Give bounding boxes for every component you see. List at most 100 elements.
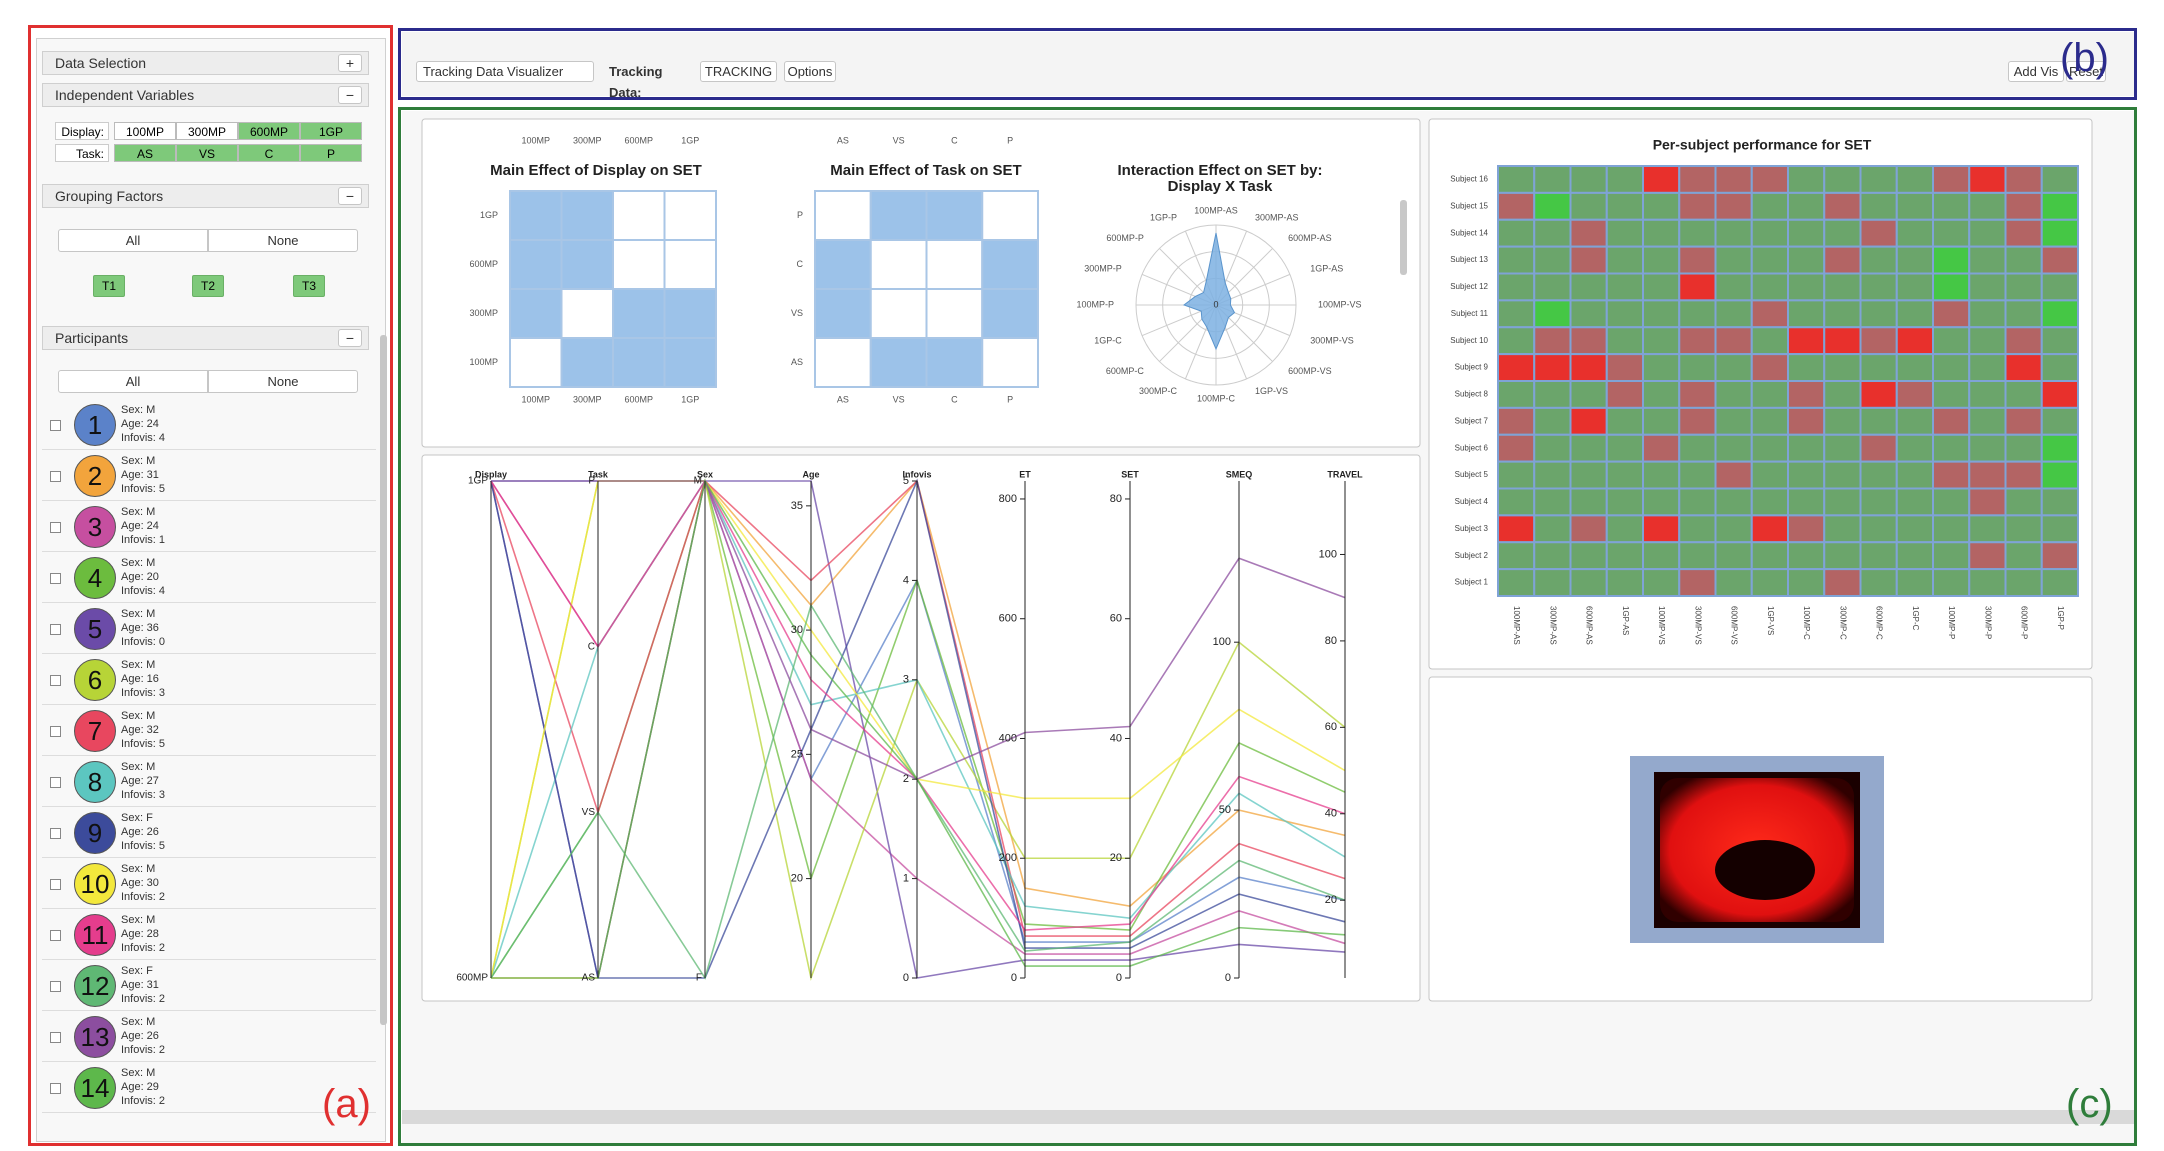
- heat-cell: [1823, 191, 1862, 221]
- panel-scrollbar: [1400, 200, 1407, 275]
- level-toggle[interactable]: 1GP: [300, 122, 362, 140]
- heat-cell: [1823, 568, 1862, 597]
- label-a: (a): [322, 1082, 371, 1126]
- participant-checkbox[interactable]: [50, 522, 61, 533]
- heat-cell: [2004, 487, 2043, 517]
- tracking-select[interactable]: TRACKING: [700, 61, 777, 82]
- select-none[interactable]: None: [208, 370, 358, 393]
- heat-cell: [1787, 514, 1826, 544]
- level-toggle[interactable]: C: [238, 144, 300, 162]
- participant-checkbox[interactable]: [50, 624, 61, 635]
- participant-sex: Sex: M: [121, 863, 156, 875]
- select-all[interactable]: All: [58, 370, 208, 393]
- tick-label: 20: [1110, 852, 1122, 864]
- axis-name: Infovis: [902, 469, 931, 479]
- visualizer-select[interactable]: Tracking Data Visualizer: [416, 61, 594, 82]
- heat-cell: [2040, 299, 2079, 329]
- heat-cell: [1714, 165, 1753, 194]
- toggle-button[interactable]: −: [338, 329, 362, 347]
- level-toggle[interactable]: VS: [176, 144, 238, 162]
- participant-checkbox[interactable]: [50, 675, 61, 686]
- heat-cell: [1750, 406, 1789, 436]
- participant-checkbox[interactable]: [50, 777, 61, 788]
- column-label-top: 100MP: [521, 135, 550, 145]
- category-label: 600MP: [456, 973, 488, 984]
- participant-infovis: Infovis: 2: [121, 942, 166, 954]
- participant-checkbox[interactable]: [50, 420, 61, 431]
- participant-infovis: Infovis: 5: [121, 738, 166, 750]
- tick-label: 40: [1325, 808, 1337, 820]
- toggle-button[interactable]: +: [338, 54, 362, 72]
- row-label: 1GP: [480, 210, 498, 220]
- participant-checkbox[interactable]: [50, 573, 61, 584]
- group-toggle[interactable]: T3: [293, 275, 325, 297]
- axis-name: SET: [1121, 469, 1139, 479]
- select-none[interactable]: None: [208, 229, 358, 252]
- column-label-top: 300MP: [573, 135, 602, 145]
- matrix-cell: [612, 288, 666, 339]
- category-label: 1GP: [468, 476, 488, 487]
- reset-button[interactable]: Reset: [2066, 61, 2106, 82]
- heat-cell: [1605, 353, 1644, 382]
- toggle-button[interactable]: −: [338, 86, 362, 104]
- level-toggle[interactable]: 100MP: [114, 122, 176, 140]
- participant-checkbox[interactable]: [50, 828, 61, 839]
- tick-label: 5: [903, 475, 909, 487]
- heat-cell: [1750, 218, 1789, 248]
- tick-label: 60: [1325, 721, 1337, 733]
- add-vis-button[interactable]: Add Vis: [2008, 61, 2064, 82]
- column-label: 300MP-VS: [1693, 606, 1702, 645]
- participant-badge: 1: [74, 404, 116, 446]
- heat-cell: [1859, 299, 1898, 329]
- radar-axis-label: 300MP-VS: [1310, 335, 1354, 345]
- participant-checkbox[interactable]: [50, 471, 61, 482]
- list-divider: [42, 806, 376, 807]
- tick-label: 25: [791, 748, 803, 760]
- level-toggle[interactable]: 300MP: [176, 122, 238, 140]
- level-toggle[interactable]: 600MP: [238, 122, 300, 140]
- select-all[interactable]: All: [58, 229, 208, 252]
- row-label: Subject 3: [1455, 524, 1489, 533]
- matrix-cell: [814, 337, 872, 388]
- variable-label: Task:: [55, 144, 109, 162]
- participant-age: Age: 30: [121, 877, 159, 889]
- level-toggle[interactable]: P: [300, 144, 362, 162]
- participant-checkbox[interactable]: [50, 879, 61, 890]
- column-label: VS: [893, 394, 905, 404]
- participant-age: Age: 31: [121, 979, 159, 991]
- matrix-cell: [663, 337, 717, 388]
- column-label: 600MP-C: [1875, 606, 1884, 640]
- options-button[interactable]: Options: [784, 61, 836, 82]
- heat-cell: [1823, 487, 1862, 517]
- group-toggle[interactable]: T1: [93, 275, 125, 297]
- participant-infovis: Infovis: 4: [121, 432, 166, 444]
- frame-c: [398, 107, 2137, 1146]
- participant-infovis: Infovis: 2: [121, 891, 166, 903]
- heat-cell: [1750, 487, 1789, 517]
- participant-checkbox[interactable]: [50, 726, 61, 737]
- participant-badge: 5: [74, 608, 116, 650]
- heat-cell: [1497, 541, 1536, 571]
- participant-checkbox[interactable]: [50, 1083, 61, 1094]
- row-label: Subject 4: [1455, 497, 1489, 506]
- category-label: AS: [582, 973, 596, 984]
- participant-checkbox[interactable]: [50, 930, 61, 941]
- toolbar-bg: [402, 32, 2134, 96]
- axis-name: Age: [802, 469, 819, 479]
- radar-axis-label: 100MP-C: [1197, 393, 1236, 403]
- participant-checkbox[interactable]: [50, 981, 61, 992]
- matrix-cell: [925, 239, 984, 290]
- tick-label: 2: [903, 773, 909, 785]
- level-toggle[interactable]: AS: [114, 144, 176, 162]
- row-label: Subject 14: [1450, 228, 1488, 237]
- heat-cell: [1932, 299, 1971, 329]
- heat-cell: [2004, 353, 2043, 382]
- group-toggle[interactable]: T2: [192, 275, 224, 297]
- toggle-button[interactable]: −: [338, 187, 362, 205]
- heat-cell: [2040, 487, 2079, 517]
- heat-cell: [2040, 433, 2079, 463]
- participant-checkbox[interactable]: [50, 1032, 61, 1043]
- heat-cell: [1569, 568, 1608, 597]
- participant-sex: Sex: M: [121, 710, 156, 722]
